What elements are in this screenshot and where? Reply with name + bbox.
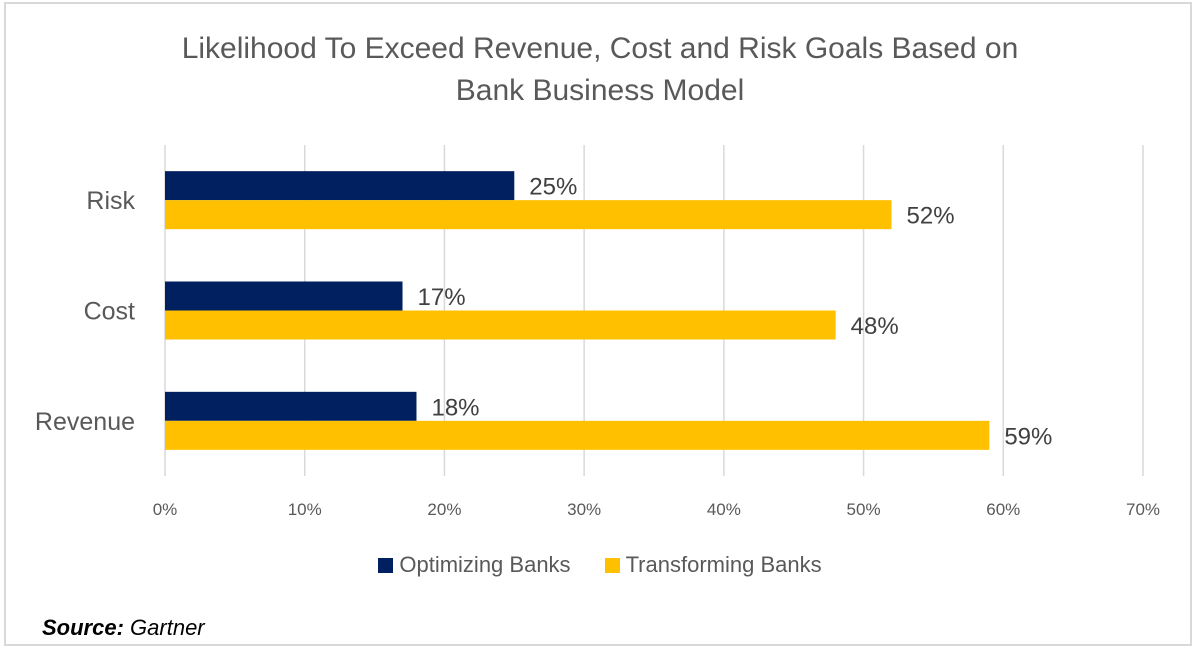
y-category-label: Cost	[84, 298, 135, 326]
bar-transforming	[165, 420, 990, 450]
legend: Optimizing Banks Transforming Banks	[0, 552, 1200, 578]
source-note: Source: Gartner	[42, 615, 205, 641]
bar-optimizing	[165, 281, 403, 311]
x-tick-label: 30%	[567, 500, 601, 519]
chart-frame	[4, 2, 1192, 646]
bar-optimizing	[165, 391, 417, 421]
bar-optimizing	[165, 171, 515, 201]
legend-swatch	[378, 557, 394, 573]
x-tick-label: 20%	[427, 500, 461, 519]
data-label: 25%	[529, 174, 577, 201]
legend-item-optimizing: Optimizing Banks	[378, 552, 571, 578]
source-label: Source:	[42, 615, 124, 640]
chart-title-line-2: Bank Business Model	[455, 74, 745, 107]
x-tick-label: 50%	[847, 500, 881, 519]
data-label: 18%	[431, 394, 479, 421]
source-value: Gartner	[130, 615, 205, 640]
y-category-label: Revenue	[35, 408, 135, 436]
x-tick-label: 70%	[1126, 500, 1160, 519]
chart-title: Likelihood To Exceed Revenue, Cost and R…	[0, 28, 1200, 112]
legend-label: Transforming Banks	[625, 552, 822, 577]
data-label: 48%	[851, 313, 899, 340]
data-label: 17%	[418, 284, 466, 311]
y-category-label: Risk	[86, 187, 135, 215]
data-label: 59%	[1004, 423, 1052, 450]
data-label: 52%	[907, 203, 955, 230]
legend-item-transforming: Transforming Banks	[604, 552, 822, 578]
x-tick-label: 40%	[707, 500, 741, 519]
x-tick-label: 10%	[288, 500, 322, 519]
bar-transforming	[165, 200, 892, 230]
legend-swatch	[604, 557, 620, 573]
chart-title-line-1: Likelihood To Exceed Revenue, Cost and R…	[181, 32, 1019, 65]
x-tick-label: 60%	[986, 500, 1020, 519]
bar-transforming	[165, 310, 836, 340]
legend-label: Optimizing Banks	[399, 552, 571, 577]
x-tick-label: 0%	[153, 500, 178, 519]
